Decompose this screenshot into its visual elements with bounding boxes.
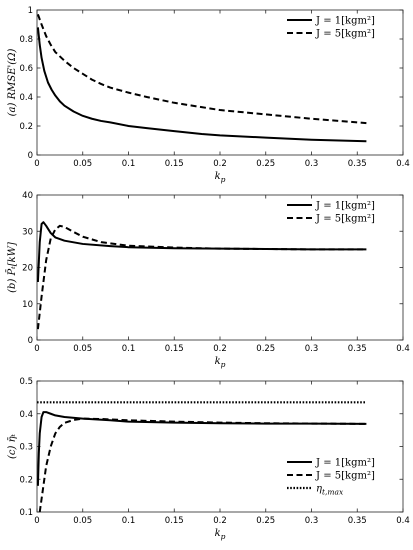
x-tick-label: 0.3 — [305, 344, 319, 354]
x-tick-label: 0.4 — [396, 344, 410, 354]
legend-entry: J = 5[kgm²] — [315, 214, 375, 225]
series-line-1 — [37, 221, 367, 283]
chart-panel-3: 0 0.05 0.1 0.15 0.2 0.25 0.3 0.35 0.4 0.1 0.2 0.3 0.… — [7, 377, 410, 541]
y-tick-label: 0.3 — [19, 443, 33, 453]
legend-entry: J = 1[kgm²] — [315, 16, 375, 27]
x-tick-label: 0.25 — [256, 516, 275, 526]
chart-panel-2: 0 0.05 0.1 0.15 0.2 0.25 0.3 0.35 0.4 0 10 20 30 40 kp… — [6, 191, 410, 369]
axes-frame — [36, 380, 404, 513]
x-tick-label: 0.05 — [73, 344, 92, 354]
y-tick-label: 1 — [28, 6, 33, 16]
y-tick-label: 40 — [22, 191, 33, 201]
x-tick-label: 0.35 — [348, 516, 367, 526]
y-tick-label: 10 — [22, 300, 33, 310]
series-line-1 — [37, 27, 367, 143]
x-tick-label: 0.15 — [165, 344, 184, 354]
x-tick-label: 0.1 — [122, 159, 136, 169]
x-tick-label: 0.3 — [305, 159, 319, 169]
series-line-2 — [37, 14, 367, 125]
y-tick-label: 0.2 — [19, 122, 33, 132]
x-tick-label: 0.35 — [348, 344, 367, 354]
y-tick-label: 0.4 — [19, 410, 33, 420]
y-tick-label: 0 — [28, 151, 33, 161]
series-line-2 — [37, 224, 367, 330]
y-tick-label: 0.8 — [19, 35, 33, 45]
series-line-1 — [37, 411, 367, 486]
x-axis-label: kp — [215, 356, 226, 369]
legend-entry: J = 1[kgm²] — [315, 458, 375, 469]
x-tick-label: 0.15 — [165, 159, 184, 169]
x-tick-label: 0.15 — [165, 516, 184, 526]
x-axis-label: kp — [215, 171, 226, 184]
x-tick-label: 0.3 — [305, 516, 319, 526]
legend-entry: ηt,max — [316, 484, 344, 497]
x-tick-label: 0.25 — [256, 159, 275, 169]
y-axis-label: (c) η̄ₜ — [7, 433, 18, 459]
x-tick-label: 0.25 — [256, 344, 275, 354]
x-tick-label: 0.05 — [73, 516, 92, 526]
y-tick-label: 30 — [22, 227, 33, 237]
x-tick-label: 0 — [34, 516, 39, 526]
legend-entry: J = 5[kgm²] — [315, 29, 375, 40]
y-tick-label: 0.6 — [19, 64, 33, 74]
series-line-2 — [38, 417, 367, 512]
x-tick-label: 0.05 — [73, 159, 92, 169]
y-tick-label: 20 — [22, 264, 33, 274]
legend-entry: J = 5[kgm²] — [315, 471, 375, 482]
chart-panel-1: 0 0.05 0.1 0.15 0.2 0.25 0.3 0.35 0.4 0 0.2 0.4 0.6 0… — [7, 6, 410, 184]
x-tick-label: 0.2 — [213, 344, 227, 354]
x-tick-label: 0.4 — [396, 516, 410, 526]
y-tick-label: 0.4 — [19, 93, 33, 103]
x-tick-label: 0.4 — [396, 159, 410, 169]
y-tick-label: 0 — [28, 336, 33, 346]
x-tick-label: 0.1 — [122, 344, 136, 354]
x-axis-label: kp — [215, 528, 226, 541]
x-tick-label: 0.2 — [213, 516, 227, 526]
y-tick-label: 0.2 — [19, 475, 33, 485]
x-tick-label: 0 — [34, 344, 39, 354]
x-tick-label: 0 — [34, 159, 39, 169]
y-tick-label: 0.1 — [19, 508, 33, 518]
y-axis-label: (b) P̄ₜ[kW] — [6, 242, 18, 293]
y-tick-label: 0.5 — [19, 377, 33, 387]
legend-entry: J = 1[kgm²] — [315, 201, 375, 212]
y-axis-label: (a) RMSE'(Ω) — [7, 49, 18, 117]
x-tick-label: 0.2 — [213, 159, 227, 169]
x-tick-label: 0.35 — [348, 159, 367, 169]
x-tick-label: 0.1 — [122, 516, 136, 526]
